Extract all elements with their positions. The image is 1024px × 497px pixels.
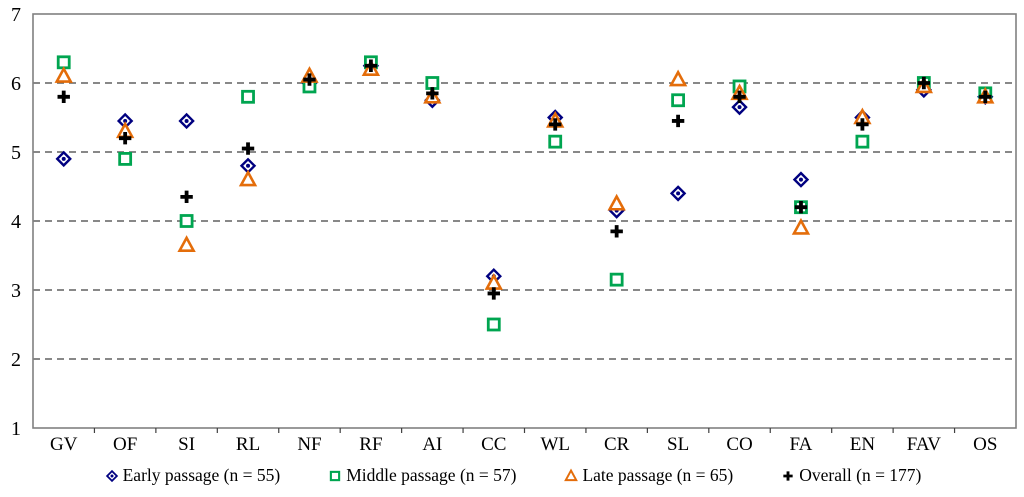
point-square-cc [486, 317, 501, 332]
legend-item-square: Middle passage (n = 57) [326, 465, 516, 486]
y-axis-label-2: 2 [11, 349, 21, 371]
point-plus-gv [57, 90, 70, 104]
legend-diamond-icon [105, 469, 118, 482]
legend-item-plus: Overall (n = 177) [779, 465, 921, 486]
point-triangle-cr [607, 193, 626, 211]
legend-marker-square [330, 470, 341, 481]
point-triangle-gv [54, 66, 73, 83]
point-plus-cr [610, 225, 623, 238]
y-axis-label-5: 5 [11, 142, 21, 164]
legend-item-triangle: Late passage (n = 65) [562, 465, 733, 486]
point-diamond-gv [55, 150, 72, 168]
point-plus-sl [671, 114, 685, 128]
point-plus-wl [549, 118, 562, 131]
y-axis-label-7: 7 [11, 4, 21, 26]
point-plus-co [733, 90, 746, 104]
x-axis-label-os: OS [973, 434, 997, 455]
point-plus-fav [917, 76, 931, 90]
point-plus-si [180, 190, 193, 204]
legend-marker-plus [783, 470, 793, 481]
x-axis-label-cc: CC [481, 434, 506, 455]
y-axis-label-6: 6 [11, 73, 21, 95]
point-plus-rf [364, 59, 378, 72]
point-square-cr [609, 272, 624, 287]
legend-triangle-icon [564, 467, 579, 481]
legend-label: Late passage (n = 65) [582, 465, 734, 485]
x-axis-label-rl: RL [236, 434, 260, 455]
x-axis-label-fav: FAV [907, 434, 941, 455]
x-axis-label-en: EN [850, 434, 876, 455]
legend-plus-icon [783, 470, 793, 481]
legend-item-diamond: Early passage (n = 55) [103, 465, 281, 486]
chart-legend: Early passage (n = 55) Middle passage (n … [0, 465, 1024, 486]
y-axis-label-3: 3 [11, 280, 21, 302]
legend-marker-diamond [105, 469, 118, 482]
point-diamond-fa [792, 171, 810, 188]
point-square-en [855, 134, 870, 149]
point-triangle-rl [238, 169, 258, 187]
y-axis-label-4: 4 [11, 211, 21, 233]
point-triangle-si [177, 235, 196, 252]
point-triangle-fa [791, 217, 811, 235]
legend-label: Overall (n = 177) [799, 465, 922, 485]
point-square-sl [671, 93, 685, 108]
x-axis-label-wl: WL [540, 434, 570, 455]
point-triangle-sl [668, 69, 688, 87]
point-plus-cc [487, 287, 500, 300]
point-plus-rl [241, 142, 255, 155]
point-square-si [179, 214, 194, 228]
point-plus-of [118, 132, 132, 145]
point-square-of [118, 151, 133, 166]
x-axis-label-fa: FA [790, 434, 813, 455]
x-axis-label-rf: RF [359, 434, 382, 455]
point-plus-fa [794, 201, 808, 214]
scatter-chart: 1 2 3 4 5 6 7 GV OF SI RL NF RF AI CC WL CR SL CO FA EN FAV OS [11, 4, 1017, 455]
point-diamond-sl [669, 185, 687, 202]
x-axis-label-si: SI [178, 434, 195, 455]
x-axis-label-nf: NF [297, 434, 321, 455]
y-axis-label-1: 1 [11, 418, 21, 440]
legend-marker-triangle [564, 467, 579, 481]
x-axis-label-ai: AI [422, 434, 442, 455]
legend-square-icon [330, 470, 341, 481]
x-axis-label-cr: CR [604, 434, 630, 455]
point-plus-ai [426, 87, 439, 100]
point-plus-os [979, 90, 992, 104]
legend-label: Middle passage (n = 57) [346, 465, 517, 485]
x-axis-label-sl: SL [667, 434, 689, 455]
point-plus-nf [303, 73, 316, 86]
point-square-rl [241, 89, 255, 104]
point-square-wl [548, 134, 563, 149]
x-axis-label-gv: GV [50, 434, 78, 455]
point-plus-en [856, 118, 869, 131]
point-diamond-co [731, 98, 748, 116]
legend-label: Early passage (n = 55) [122, 465, 281, 485]
x-axis-label-of: OF [113, 434, 137, 455]
point-diamond-si [178, 112, 195, 130]
x-axis-label-co: CO [726, 434, 752, 455]
